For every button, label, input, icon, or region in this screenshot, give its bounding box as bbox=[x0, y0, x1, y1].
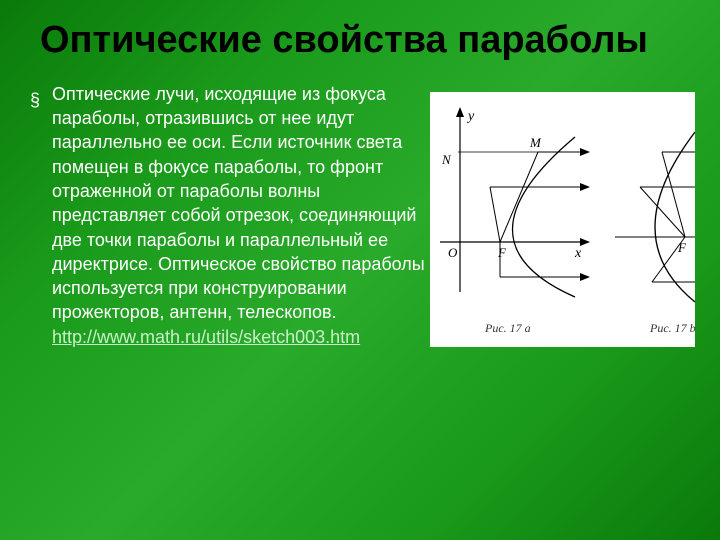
parabola-diagram: y x O F bbox=[430, 92, 695, 347]
source-link[interactable]: http://www.math.ru/utils/sketch003.htm bbox=[52, 327, 360, 347]
bullet-glyph: § bbox=[30, 90, 40, 110]
label-y: y bbox=[466, 109, 475, 124]
slide-title: Оптические свойства параболы bbox=[30, 20, 690, 62]
body-text: Оптические лучи, исходящие из фокуса пар… bbox=[52, 82, 425, 349]
label-F: F bbox=[497, 245, 507, 260]
text-column: § Оптические лучи, исходящие из фокуса п… bbox=[30, 82, 425, 349]
label-N: N bbox=[441, 152, 452, 167]
label-F2: F bbox=[677, 240, 687, 255]
content-row: § Оптические лучи, исходящие из фокуса п… bbox=[30, 82, 690, 349]
bullet-item: § Оптические лучи, исходящие из фокуса п… bbox=[30, 82, 425, 349]
caption-left: Рис. 17 а bbox=[484, 321, 531, 335]
label-M: M bbox=[529, 135, 542, 150]
diagram-column: y x O F bbox=[430, 82, 695, 349]
label-x: x bbox=[574, 246, 582, 261]
label-O: O bbox=[448, 245, 458, 260]
bullet-icon: § bbox=[30, 82, 44, 349]
caption-right: Рис. 17 b bbox=[649, 321, 695, 335]
paragraph-text: Оптические лучи, исходящие из фокуса пар… bbox=[52, 84, 425, 323]
